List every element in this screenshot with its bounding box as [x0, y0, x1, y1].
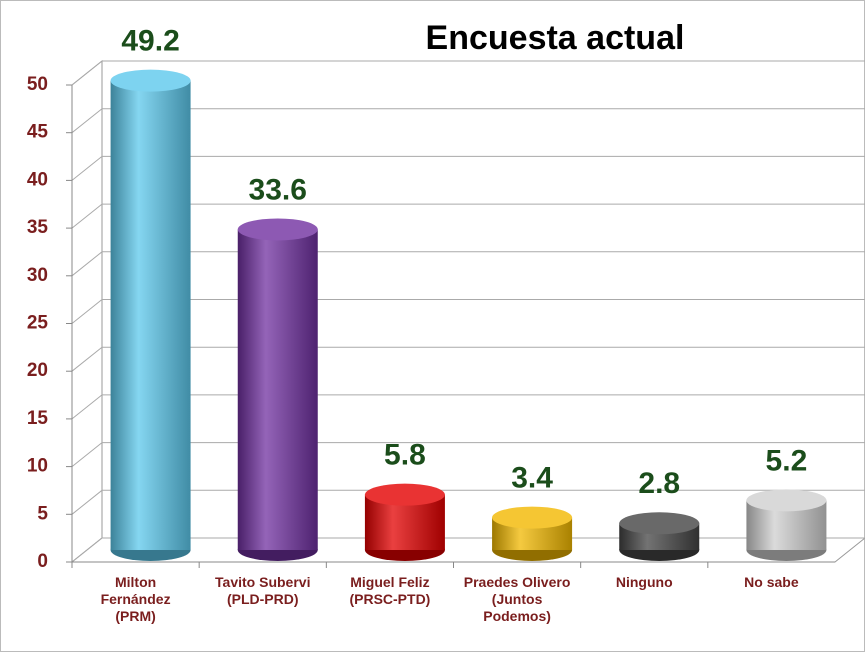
- bar-top: [364, 483, 445, 506]
- grid-line: [71, 60, 865, 86]
- chart-title: Encuesta actual: [426, 19, 685, 57]
- grid-line: [71, 203, 865, 229]
- grid-line: [71, 394, 865, 420]
- y-tick-label: 35: [27, 217, 49, 238]
- value-label: 3.4: [511, 461, 553, 494]
- x-tick-label: No sabe: [744, 574, 799, 590]
- value-label: 2.8: [638, 467, 680, 500]
- y-tick-label: 15: [27, 408, 49, 429]
- x-tick-label: Miguel Feliz (PRSC-PTD): [349, 574, 431, 607]
- bar-top: [110, 69, 191, 92]
- x-tick-label: Tavito Subervi (PLD-PRD): [215, 574, 311, 607]
- bar: [237, 229, 318, 550]
- bar-top: [237, 218, 318, 241]
- grid-line: [71, 251, 865, 277]
- grid-line: [71, 108, 865, 134]
- y-tick-label: 25: [27, 313, 49, 334]
- value-label: 5.8: [384, 439, 426, 472]
- floor: [70, 537, 865, 563]
- bar: [110, 80, 191, 551]
- y-tick-label: 5: [37, 503, 48, 524]
- y-tick-label: 20: [27, 360, 48, 381]
- y-tick-label: 0: [37, 551, 48, 572]
- bar-top: [746, 489, 827, 512]
- y-tick-label: 10: [27, 456, 48, 477]
- y-tick-label: 30: [27, 265, 48, 286]
- y-tick-label: 40: [27, 169, 48, 190]
- grid-line: [71, 537, 865, 563]
- value-label: 33.6: [249, 173, 307, 206]
- grid-line: [71, 299, 865, 324]
- value-label: 49.2: [121, 25, 179, 58]
- x-tick-label: Ninguno: [615, 574, 673, 590]
- y-tick-label: 45: [27, 122, 49, 143]
- x-tick-label: Praedes Olivero (Juntos Podemos): [463, 574, 571, 624]
- grid-line: [71, 442, 865, 467]
- value-label: 5.2: [766, 444, 808, 477]
- y-tick-label: 50: [27, 74, 48, 95]
- bar-top: [492, 506, 573, 529]
- grid-line: [71, 346, 865, 372]
- x-tick-label: Milton Fernández (PRM): [100, 574, 171, 624]
- grid-line: [71, 155, 865, 181]
- bar-top: [619, 512, 700, 535]
- grid-line: [71, 489, 865, 515]
